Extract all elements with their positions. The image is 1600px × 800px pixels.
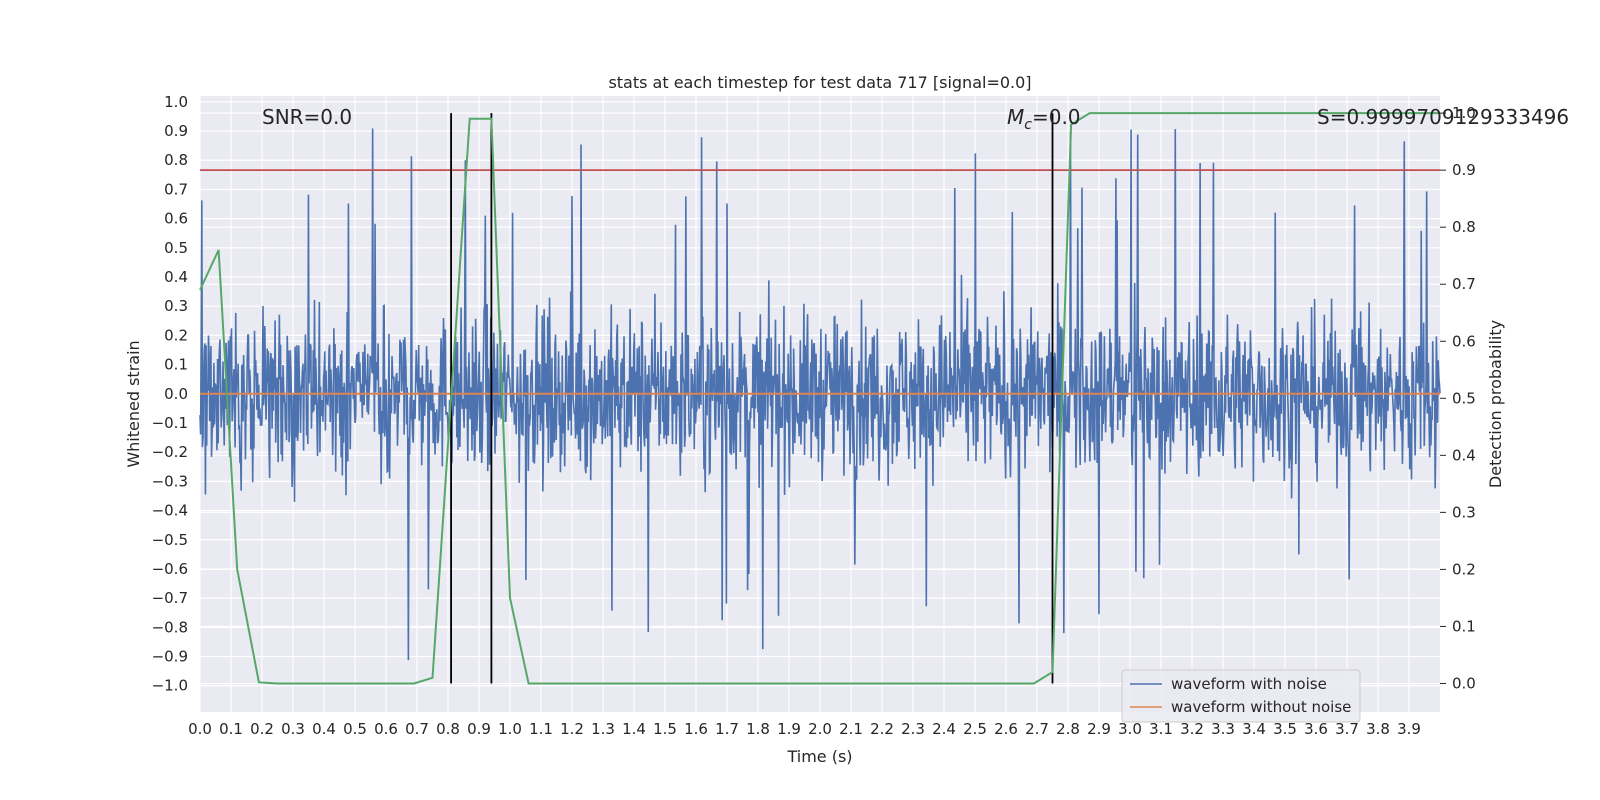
noise-waveform-line: [199, 128, 1441, 661]
mc-symbol: M: [1007, 105, 1024, 129]
x-tick-label: 3.2: [1180, 720, 1204, 738]
y-tick-label: −0.9: [152, 648, 188, 666]
x-tick-label: 2.2: [870, 720, 894, 738]
y2-tick-label: 0.6: [1452, 332, 1476, 350]
y-tick-label: −0.4: [152, 502, 188, 520]
x-tick-label: 0.7: [405, 720, 429, 738]
y2-axis-label: Detection probability: [1486, 320, 1505, 488]
x-tick-label: 0.2: [250, 720, 274, 738]
mc-subscript: c: [1024, 117, 1032, 133]
x-tick-label: 3.5: [1273, 720, 1297, 738]
probability-line: [199, 112, 1440, 685]
x-tick-label: 3.6: [1304, 720, 1328, 738]
x-tick-label: 0.8: [436, 720, 460, 738]
noise-waveform-layer: [199, 128, 1441, 661]
x-tick-label: 3.4: [1242, 720, 1266, 738]
mc-value: =0.0: [1032, 105, 1081, 129]
legend-box: [1121, 669, 1361, 723]
y-tick-label: 0.2: [164, 326, 188, 344]
x-tick-label: 1.2: [560, 720, 584, 738]
x-tick-label: 0.4: [312, 720, 336, 738]
y2-tick-label: 0.4: [1452, 446, 1476, 464]
x-tick-label: 2.3: [901, 720, 925, 738]
y2-tick-label: 0.2: [1452, 560, 1476, 578]
legend: waveform with noise waveform without noi…: [1121, 669, 1361, 723]
legend-label-clean: waveform without noise: [1171, 698, 1351, 716]
x-tick-label: 0.0: [188, 720, 212, 738]
y-tick-label: 0.7: [164, 180, 188, 198]
chart-title: stats at each timestep for test data 717…: [608, 73, 1031, 92]
x-tick-label: 1.9: [777, 720, 801, 738]
x-tick-label: 0.1: [219, 720, 243, 738]
chart-marks: [199, 112, 1440, 685]
y-tick-label: 0.1: [164, 356, 188, 374]
x-axis-label: Time (s): [786, 747, 852, 766]
y2-tick-label: 0.8: [1452, 218, 1476, 236]
y-tick-label: 0.8: [164, 151, 188, 169]
y2-tick-label: 0.5: [1452, 389, 1476, 407]
y2-tick-label: 0.0: [1452, 674, 1476, 692]
y-tick-label: 0.5: [164, 239, 188, 257]
x-tick-label: 1.7: [715, 720, 739, 738]
y-axis-label: Whitened strain: [124, 340, 143, 467]
x-tick-label: 1.5: [653, 720, 677, 738]
y-tick-label: −0.5: [152, 531, 188, 549]
x-tick-label: 3.9: [1397, 720, 1421, 738]
snr-annotation: SNR=0.0: [262, 105, 352, 129]
x-tick-label: 3.3: [1211, 720, 1235, 738]
y-tick-label: −0.2: [152, 443, 188, 461]
x-tick-label: 3.0: [1118, 720, 1142, 738]
x-tick-label: 1.4: [622, 720, 646, 738]
x-tick-label: 1.6: [684, 720, 708, 738]
x-tick-label: 1.8: [746, 720, 770, 738]
y2-tick-label: 1.0: [1452, 104, 1476, 122]
y-tick-label: 0.6: [164, 210, 188, 228]
legend-label-noise: waveform with noise: [1171, 675, 1327, 693]
y-tick-label: −1.0: [152, 677, 188, 695]
y2-tick-label: 0.9: [1452, 161, 1476, 179]
y2-tick-label: 0.7: [1452, 275, 1476, 293]
x-tick-label: 1.1: [529, 720, 553, 738]
y-tick-label: 0.0: [164, 385, 188, 403]
x-tick-label: 0.5: [343, 720, 367, 738]
y-tick-label: 1.0: [164, 93, 188, 111]
x-tick-label: 3.1: [1149, 720, 1173, 738]
x-tick-label: 2.8: [1056, 720, 1080, 738]
mc-annotation: Mc=0.0: [1007, 105, 1081, 133]
y-tick-label: −0.3: [152, 472, 188, 490]
s-annotation: S=0.9999709129333496: [1317, 105, 1569, 129]
y-tick-label: 0.9: [164, 122, 188, 140]
x-tick-label: 2.6: [994, 720, 1018, 738]
y-tick-label: 0.4: [164, 268, 188, 286]
x-tick-label: 2.0: [808, 720, 832, 738]
x-tick-label: 0.9: [467, 720, 491, 738]
x-tick-label: 3.7: [1335, 720, 1359, 738]
y-tick-label: −0.8: [152, 618, 188, 636]
x-tick-label: 0.6: [374, 720, 398, 738]
x-tick-label: 0.3: [281, 720, 305, 738]
y2-tick-label: 0.1: [1452, 617, 1476, 635]
axes: −1.0 −0.9 −0.8 −0.7 −0.6 −0.5 −0.4 −0.3 −0.2 −0.1…: [152, 93, 1476, 738]
x-tick-label: 2.9: [1087, 720, 1111, 738]
x-tick-label: 2.7: [1025, 720, 1049, 738]
x-tick-label: 1.3: [591, 720, 615, 738]
x-tick-label: 3.8: [1366, 720, 1390, 738]
x-tick-label: 1.0: [498, 720, 522, 738]
y2-tick-label: 0.3: [1452, 503, 1476, 521]
x-tick-label: 2.4: [932, 720, 956, 738]
y-tick-label: −0.6: [152, 560, 188, 578]
y-tick-label: 0.3: [164, 297, 188, 315]
y-tick-label: −0.1: [152, 414, 188, 432]
y-tick-label: −0.7: [152, 589, 188, 607]
x-tick-label: 2.1: [839, 720, 863, 738]
x-tick-label: 2.5: [963, 720, 987, 738]
